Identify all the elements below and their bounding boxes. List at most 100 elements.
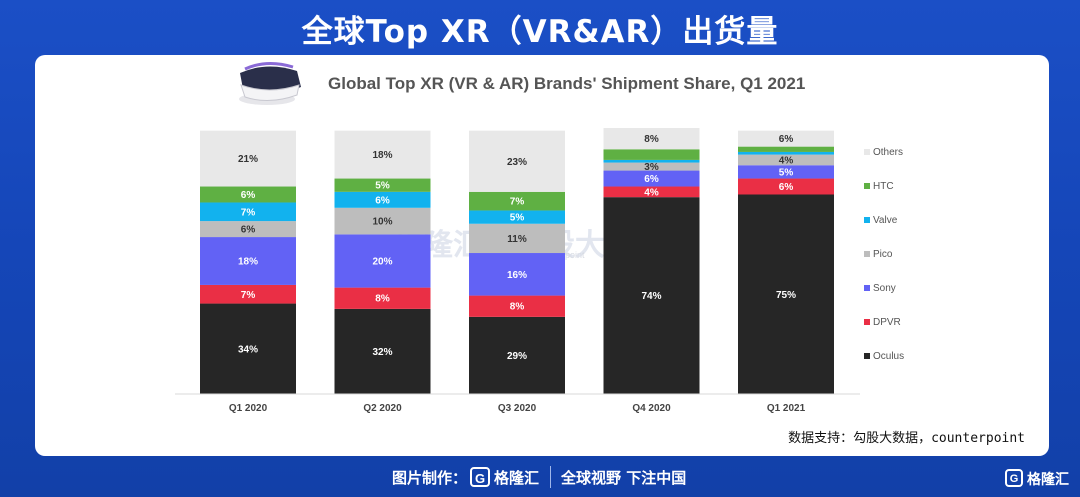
x-tick-0: Q1 2020	[229, 403, 268, 414]
legend-label-dpvr: DPVR	[873, 317, 901, 328]
footer-brand: 格隆汇	[494, 469, 540, 487]
bar-pico-3	[603, 162, 700, 171]
bar-dpvr-4	[738, 178, 834, 195]
corner-brand: 格隆汇	[1027, 472, 1069, 488]
bar-valve-2	[469, 210, 565, 224]
x-tick-1: Q2 2020	[363, 403, 402, 414]
data-label-oculus-2: 29%	[507, 351, 527, 362]
data-label-others-1: 18%	[372, 150, 392, 161]
legend-swatch-oculus	[864, 353, 870, 359]
data-label-others-2: 23%	[507, 157, 527, 168]
data-label-dpvr-0: 7%	[241, 290, 256, 301]
bar-others-3	[603, 128, 700, 150]
data-label-sony-1: 20%	[372, 257, 392, 268]
bar-htc-2	[469, 191, 565, 211]
bar-sony-3	[603, 170, 700, 187]
bar-oculus-1	[334, 308, 431, 394]
footer-label: 图片制作：	[392, 469, 468, 487]
bar-oculus-0	[200, 303, 296, 394]
data-label-pico-4: 4%	[779, 155, 794, 166]
bars-group: 34% 7% 18% 6% 7% 6% 21% 32% 8% 20% 10% 6% 5% 18% 29% 8%…	[200, 128, 834, 394]
legend-label-sony: Sony	[873, 283, 896, 294]
data-label-valve-1: 6%	[375, 195, 390, 206]
bar-oculus-4	[738, 194, 834, 394]
corner-logo-icon: G	[1005, 469, 1023, 487]
legend-swatch-dpvr	[864, 319, 870, 325]
x-tick-2: Q3 2020	[498, 403, 537, 414]
bar-htc-1	[334, 178, 431, 192]
bar-sony-4	[738, 165, 834, 179]
data-label-dpvr-4: 6%	[779, 182, 794, 193]
data-label-others-4: 6%	[779, 134, 794, 145]
x-tick-labels: Q1 2020 Q2 2020 Q3 2020 Q4 2020 Q1 2021	[229, 403, 806, 414]
data-label-sony-4: 5%	[779, 167, 794, 178]
footer-divider	[550, 466, 551, 488]
data-label-valve-2: 5%	[510, 213, 525, 224]
legend-swatch-htc	[864, 183, 870, 189]
legend-swatch-others	[864, 149, 870, 155]
brand-logo-icon: G	[470, 467, 490, 487]
footer: 图片制作： G 格隆汇 全球视野 下注中国 G 格隆汇	[0, 462, 1080, 492]
chart: Global Top XR (VR & AR) Brands' Shipment…	[175, 62, 1025, 446]
bar-htc-4	[738, 146, 834, 152]
legend: Others HTC Valve Pico Sony DPVR Oculus	[864, 147, 904, 362]
x-tick-4: Q1 2021	[767, 403, 806, 414]
legend-label-oculus: Oculus	[873, 351, 904, 362]
data-label-oculus-0: 34%	[238, 344, 258, 355]
legend-label-htc: HTC	[873, 181, 894, 192]
data-label-sony-2: 16%	[507, 270, 527, 281]
page-title: 全球Top XR（VR&AR）出货量	[301, 14, 779, 50]
data-label-oculus-4: 75%	[776, 290, 796, 301]
data-label-oculus-3: 74%	[641, 291, 661, 302]
bar-oculus-3	[603, 197, 700, 394]
legend-swatch-pico	[864, 251, 870, 257]
bar-pico-4	[738, 154, 834, 166]
bar-dpvr-2	[469, 295, 565, 317]
data-label-others-3: 8%	[644, 134, 659, 145]
data-label-pico-3: 3%	[644, 162, 659, 173]
chart-title: Global Top XR (VR & AR) Brands' Shipment…	[328, 74, 805, 93]
data-label-htc-0: 6%	[241, 190, 256, 201]
bar-htc-0	[200, 186, 296, 203]
vr-headset-icon	[239, 62, 301, 105]
data-label-sony-0: 18%	[238, 257, 258, 268]
bar-oculus-2	[469, 316, 565, 394]
legend-swatch-sony	[864, 285, 870, 291]
data-label-oculus-1: 32%	[372, 347, 392, 358]
bar-others-2	[469, 130, 565, 192]
data-label-dpvr-3: 4%	[644, 187, 659, 198]
bar-valve-3	[603, 159, 700, 163]
data-label-pico-0: 6%	[241, 225, 256, 236]
bar-sony-1	[334, 234, 431, 288]
data-label-htc-2: 7%	[510, 197, 525, 208]
bar-valve-1	[334, 191, 431, 208]
bar-dpvr-0	[200, 284, 296, 304]
bar-dpvr-3	[603, 186, 700, 198]
x-tick-3: Q4 2020	[632, 403, 671, 414]
data-label-dpvr-1: 8%	[375, 294, 390, 305]
bar-pico-1	[334, 207, 431, 235]
legend-label-others: Others	[873, 147, 903, 158]
bar-htc-3	[603, 149, 700, 160]
data-label-htc-1: 5%	[375, 181, 390, 192]
legend-label-pico: Pico	[873, 249, 893, 260]
legend-label-valve: Valve	[873, 215, 898, 226]
data-label-pico-1: 10%	[372, 217, 392, 228]
bar-others-0	[200, 130, 296, 187]
bar-sony-0	[200, 237, 296, 285]
footer-slogan: 全球视野 下注中国	[561, 469, 687, 487]
bar-sony-2	[469, 253, 565, 296]
bar-others-1	[334, 130, 431, 179]
bar-pico-0	[200, 221, 296, 238]
chart-card: Global Top XR (VR & AR) Brands' Shipment…	[35, 55, 1049, 456]
data-label-pico-2: 11%	[507, 234, 527, 245]
source-note: 数据支持：勾股大数据，counterpoint	[788, 431, 1025, 446]
legend-swatch-valve	[864, 217, 870, 223]
bar-pico-2	[469, 223, 565, 254]
data-label-others-0: 21%	[238, 154, 258, 165]
data-label-valve-0: 7%	[241, 207, 256, 218]
bar-dpvr-1	[334, 287, 431, 309]
data-label-sony-3: 6%	[644, 174, 659, 185]
bar-valve-4	[738, 151, 834, 155]
data-label-dpvr-2: 8%	[510, 302, 525, 313]
